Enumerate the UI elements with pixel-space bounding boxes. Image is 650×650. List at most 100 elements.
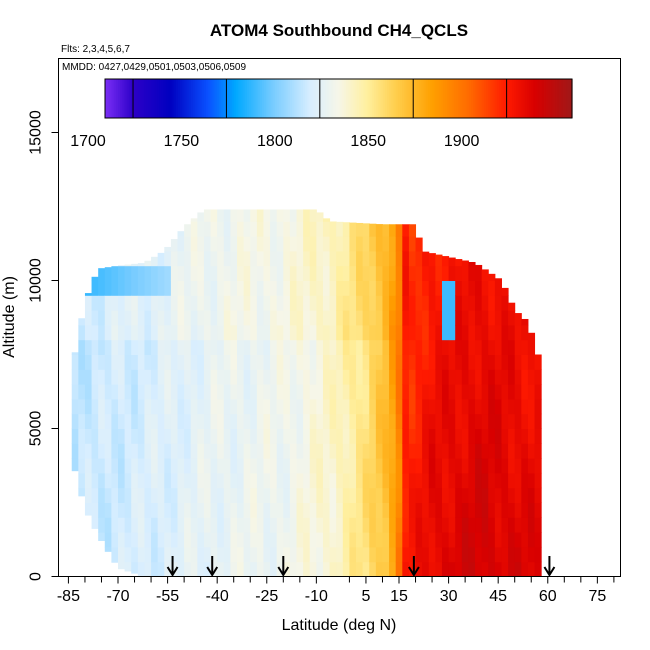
curtain-cell <box>263 265 271 281</box>
colorbar-swatch <box>418 79 422 118</box>
curtain-cell <box>455 517 463 533</box>
curtain-cell <box>250 428 258 444</box>
curtain-cell <box>521 324 529 341</box>
curtain-cell <box>137 517 145 533</box>
curtain-cell <box>303 295 311 311</box>
curtain-cell <box>402 398 410 415</box>
curtain-cell <box>91 276 99 281</box>
curtain-cell <box>263 458 271 474</box>
curtain-cell <box>369 236 377 252</box>
curtain-cell <box>349 487 357 503</box>
curtain-cell <box>342 443 350 459</box>
curtain-cell <box>217 236 225 252</box>
curtain-cell <box>217 398 225 415</box>
curtain-cell <box>131 310 139 326</box>
curtain-cell <box>303 250 311 267</box>
curtain-cell <box>508 428 516 444</box>
curtain-cell <box>514 546 522 563</box>
curtain-cell <box>356 310 364 326</box>
curtain-cell <box>481 502 489 518</box>
curtain-cell <box>184 236 192 252</box>
curtain-cell <box>177 369 185 385</box>
colorbar-swatch <box>493 79 497 118</box>
curtain-cell <box>250 502 258 518</box>
curtain-cell <box>276 295 284 311</box>
curtain-cell <box>395 472 403 489</box>
curtain-cell <box>501 532 509 548</box>
curtain-cell <box>428 517 436 533</box>
curtain-cell <box>78 324 86 341</box>
curtain-cell <box>488 546 496 563</box>
curtain-cell <box>488 561 496 577</box>
curtain-cell <box>303 487 311 503</box>
curtain-cell <box>468 561 476 577</box>
curtain-cell <box>475 398 483 415</box>
curtain-cell <box>395 295 403 311</box>
curtain-cell <box>104 280 112 296</box>
curtain-cell <box>481 369 489 385</box>
curtain-cell <box>435 324 443 341</box>
x-tick-label: -55 <box>156 588 179 605</box>
curtain-cell <box>375 546 383 563</box>
colorbar-swatch <box>482 79 485 118</box>
curtain-cell <box>336 398 344 415</box>
curtain-cell <box>369 250 377 267</box>
colorbar-swatch <box>278 79 282 118</box>
curtain-cell <box>203 532 212 548</box>
curtain-cell <box>190 221 198 237</box>
curtain-cell <box>309 295 317 311</box>
curtain-cell <box>514 428 522 444</box>
curtain-cell <box>250 280 258 296</box>
curtain-cell <box>382 295 390 311</box>
curtain-cell <box>131 517 139 533</box>
curtain-cell <box>475 339 483 355</box>
curtain-cell <box>131 265 139 281</box>
curtain-cell <box>283 236 291 252</box>
curtain-cell <box>289 209 298 222</box>
curtain-cell <box>521 318 529 326</box>
curtain-cell <box>362 546 370 563</box>
curtain-cell <box>336 384 344 400</box>
curtain-cell <box>190 369 198 385</box>
curtain-cell <box>342 487 350 503</box>
curtain-cell <box>408 502 417 518</box>
curtain-cell <box>369 532 377 548</box>
curtain-cell <box>475 502 483 518</box>
curtain-cell <box>534 384 542 400</box>
curtain-cell <box>342 265 350 281</box>
colorbar-swatch <box>368 79 371 118</box>
curtain-cell <box>362 384 370 400</box>
curtain-cell <box>237 324 245 341</box>
curtain-cell <box>375 280 383 296</box>
curtain-cell <box>514 517 522 533</box>
curtain-cell <box>389 487 397 503</box>
curtain-cell <box>316 236 324 252</box>
curtain-cell <box>289 265 298 281</box>
curtain-cell <box>481 354 489 370</box>
curtain-cell <box>217 324 225 341</box>
curtain-cell <box>170 487 179 503</box>
curtain-cell <box>203 502 212 518</box>
colorbar-swatch <box>112 79 115 118</box>
curtain-cell <box>256 250 264 267</box>
curtain-cell <box>534 354 542 370</box>
colorbar-swatch <box>226 79 229 118</box>
curtain-cell <box>415 517 423 533</box>
curtain-cell <box>98 280 106 296</box>
curtain-cell <box>362 295 370 311</box>
curtain-cell <box>329 280 337 296</box>
curtain-cell <box>144 339 152 355</box>
curtain-cell <box>402 310 410 326</box>
curtain-cell <box>356 546 364 563</box>
curtain-cell <box>217 384 225 400</box>
curtain-cell <box>481 269 489 281</box>
curtain-cell <box>237 209 245 222</box>
curtain-cell <box>402 384 410 400</box>
colorbar-swatch <box>545 79 549 118</box>
curtain-cell <box>230 517 238 533</box>
curtain-cell <box>428 472 436 489</box>
curtain-cell <box>237 339 245 355</box>
curtain-cell <box>448 257 456 267</box>
curtain-cell <box>422 517 430 533</box>
curtain-cell <box>170 532 179 548</box>
